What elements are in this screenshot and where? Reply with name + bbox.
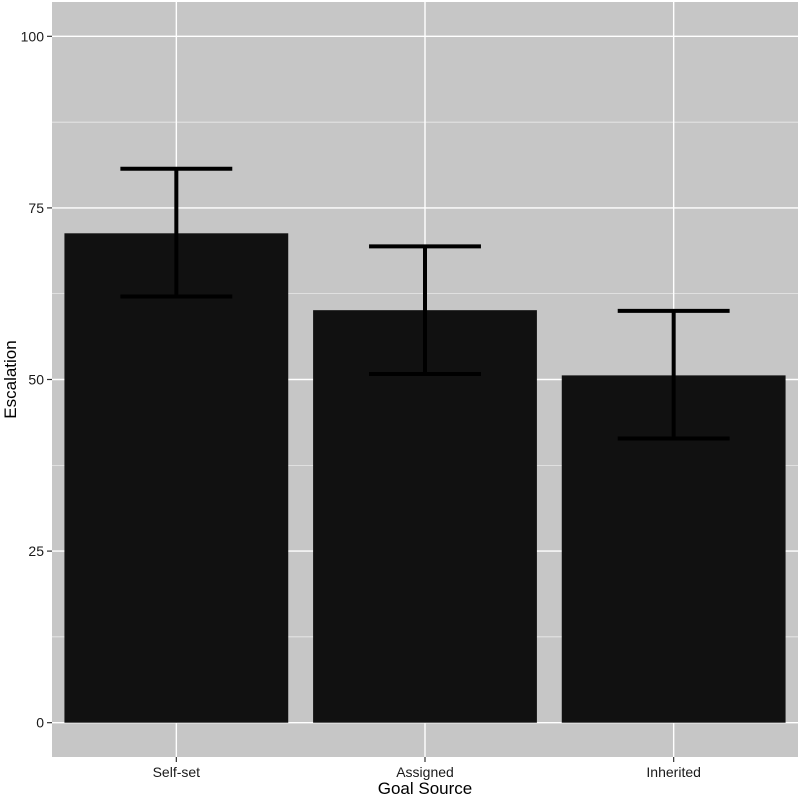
error-bar — [617, 308, 730, 441]
x-tick-label: Assigned — [396, 764, 454, 780]
y-axis-title: Escalation — [1, 340, 20, 418]
error-bar — [120, 166, 233, 299]
y-tick-label: 50 — [28, 372, 44, 388]
error-bar — [369, 244, 481, 377]
bar-self-set — [64, 233, 289, 723]
x-tick-label: Inherited — [646, 764, 700, 780]
y-tick-label: 25 — [28, 543, 44, 559]
bar-assigned — [313, 310, 537, 723]
y-tick-label: 75 — [28, 200, 44, 216]
x-axis: Self-set Assigned Inherited — [153, 757, 701, 780]
error-bars — [120, 166, 730, 441]
y-tick-label: 100 — [21, 28, 45, 44]
y-axis: 0 25 50 75 100 — [21, 28, 52, 731]
y-tick-label: 0 — [36, 715, 44, 731]
x-tick-label: Self-set — [153, 764, 201, 780]
x-axis-title: Goal Source — [378, 779, 473, 797]
bars — [64, 233, 786, 723]
